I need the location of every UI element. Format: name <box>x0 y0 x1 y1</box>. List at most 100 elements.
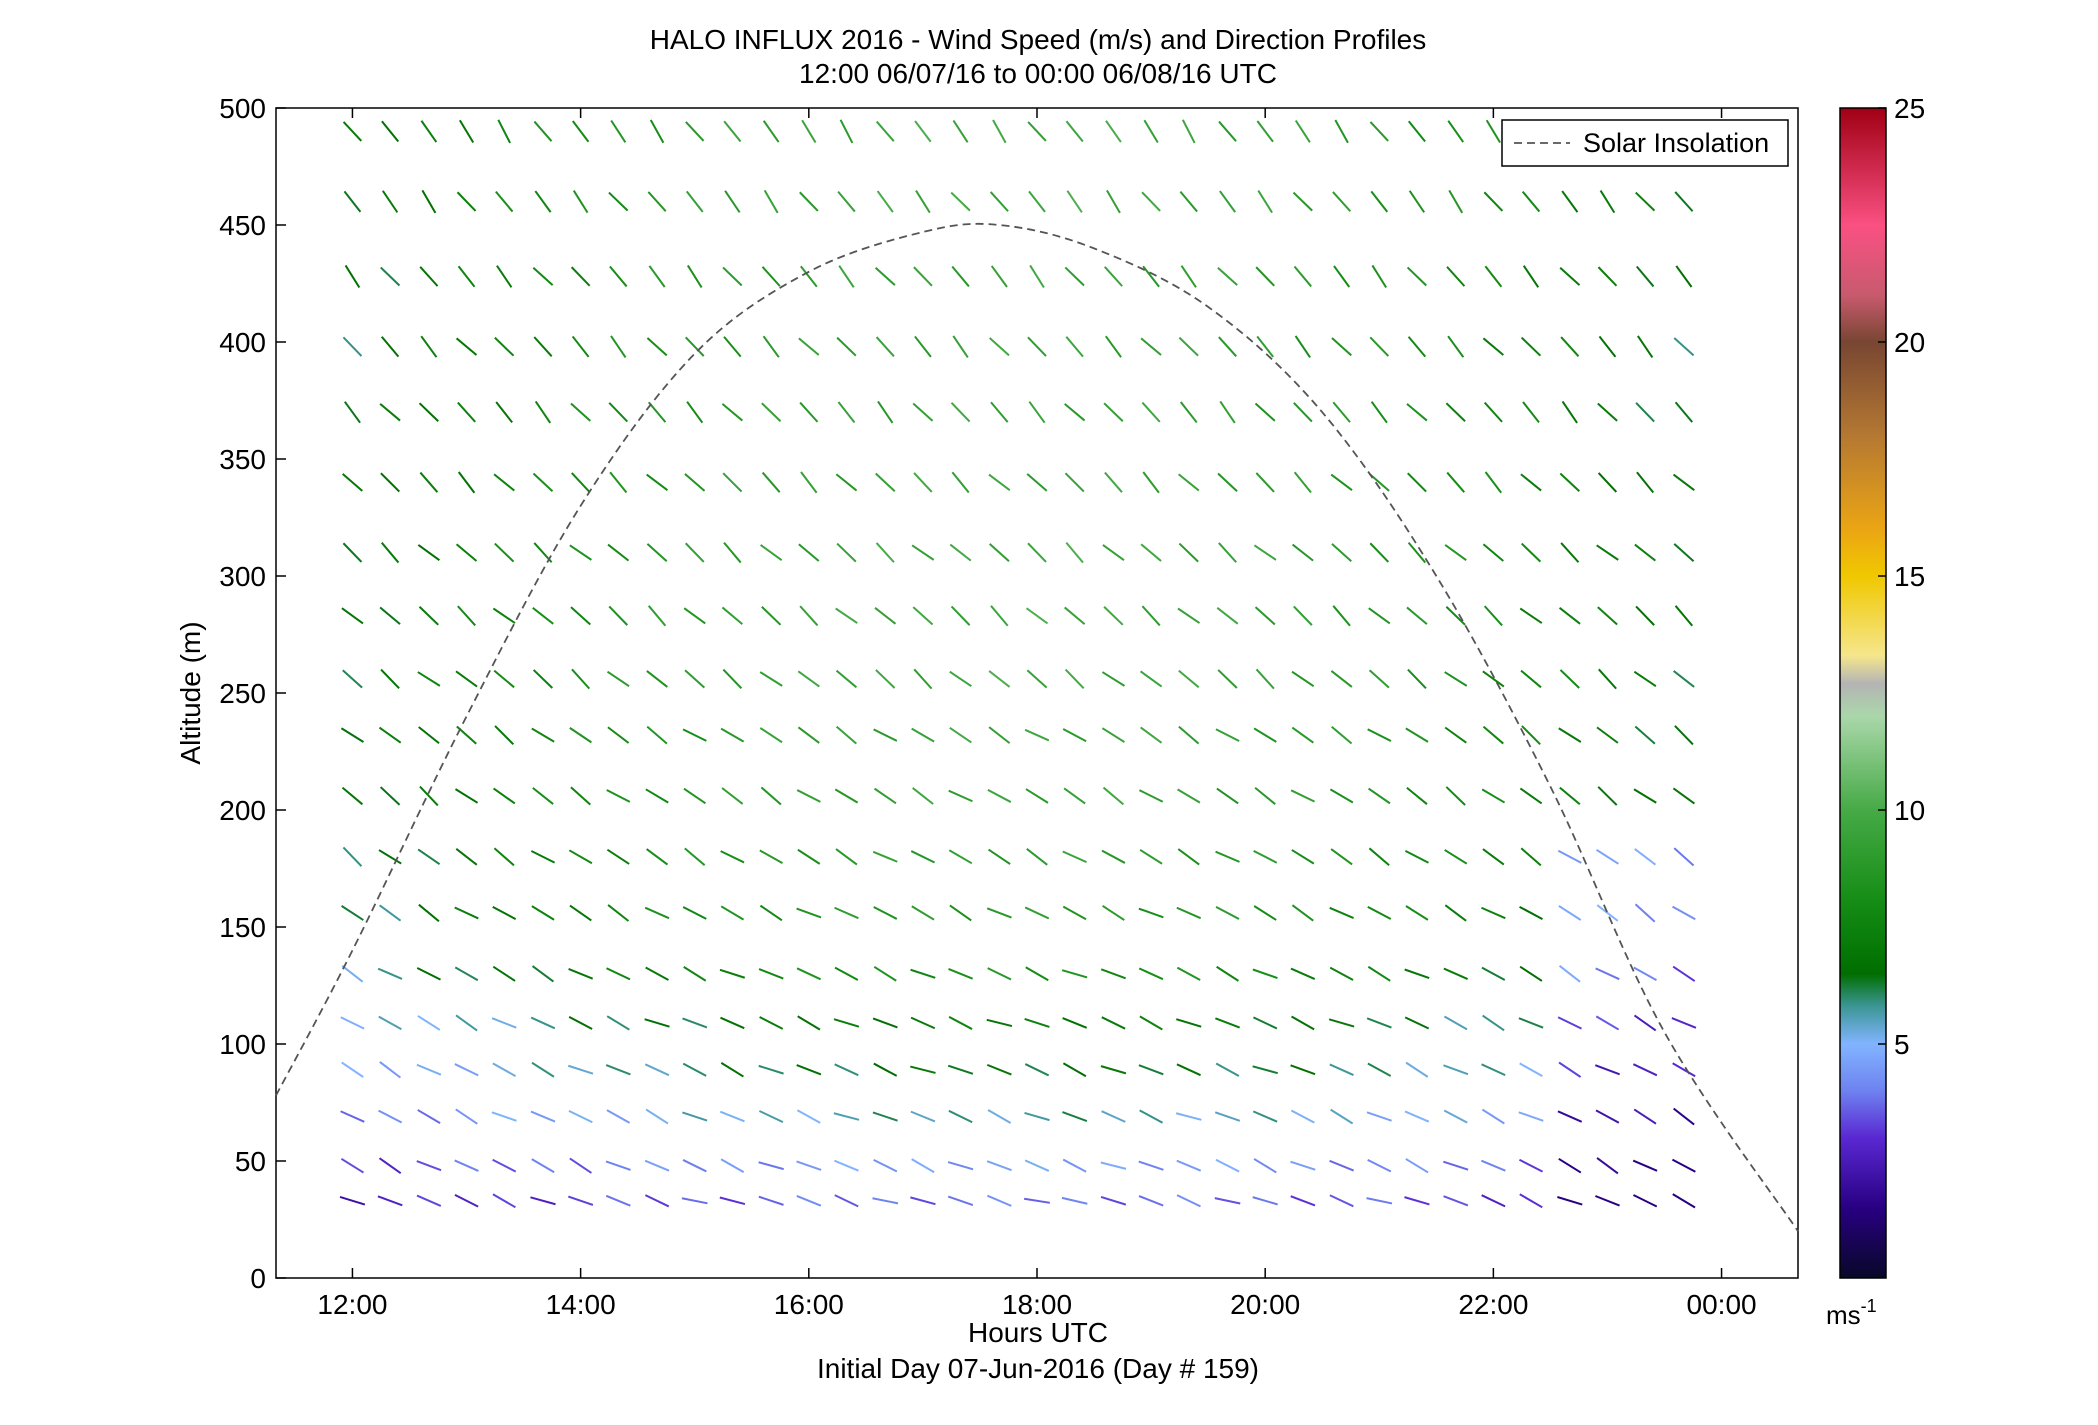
wind-barb <box>1595 1109 1620 1124</box>
wind-barb <box>1596 544 1619 561</box>
wind-barb <box>491 1111 517 1122</box>
colorbar-unit-label: ms-1 <box>1826 1296 1877 1330</box>
wind-barb <box>455 1014 478 1032</box>
wind-barb <box>910 850 936 864</box>
wind-barb <box>1520 669 1542 689</box>
wind-barb <box>568 1195 594 1206</box>
wind-barb <box>797 848 821 865</box>
wind-barb <box>1598 335 1617 358</box>
wind-barb <box>1635 605 1655 626</box>
wind-barb <box>605 1194 631 1207</box>
wind-barb <box>646 543 668 563</box>
wind-barb <box>721 606 743 625</box>
wind-barb <box>1333 265 1351 288</box>
x-axis-ticks: 12:00 14:00 16:00 18:00 20:00 22:00 00:00 <box>317 108 1757 1320</box>
wind-barb <box>1254 786 1276 805</box>
wind-barb <box>645 788 669 804</box>
wind-barb <box>417 1109 441 1125</box>
wind-barb <box>609 471 628 494</box>
wind-barb <box>379 1061 402 1079</box>
wind-barb <box>1105 120 1122 143</box>
wind-barb <box>1290 1195 1316 1207</box>
wind-barb <box>1443 967 1469 980</box>
wind-barb <box>1444 849 1468 865</box>
x-tick-label: 18:00 <box>1002 1289 1072 1320</box>
wind-barb <box>1407 336 1427 358</box>
wind-barb <box>1445 786 1466 806</box>
wind-barb <box>381 120 400 143</box>
wind-barb <box>1404 1016 1430 1030</box>
wind-barb <box>495 401 513 424</box>
wind-barb <box>1673 1107 1695 1126</box>
wind-barb <box>1024 1017 1050 1028</box>
wind-barb <box>838 265 855 288</box>
wind-barb <box>493 669 515 689</box>
wind-barb <box>1520 847 1542 867</box>
wind-barb <box>454 906 479 920</box>
wind-barb <box>1596 904 1619 922</box>
wind-barb <box>1219 190 1236 213</box>
wind-barb <box>341 1061 364 1078</box>
wind-barb <box>1484 265 1503 288</box>
wind-barb <box>872 850 898 863</box>
wind-barb <box>948 967 973 980</box>
wind-barb <box>1216 606 1239 625</box>
wind-barb <box>1408 190 1426 213</box>
wind-barb <box>839 119 854 144</box>
wind-barb <box>1293 265 1312 288</box>
wind-barb <box>1293 471 1312 494</box>
wind-barb <box>1407 472 1427 493</box>
wind-barb <box>1180 265 1197 288</box>
wind-barb <box>648 265 666 288</box>
wind-barb <box>1672 1193 1696 1209</box>
wind-barb <box>1064 403 1086 422</box>
wind-barb <box>1444 544 1467 562</box>
wind-barb <box>534 400 552 424</box>
wind-barb <box>1024 1111 1050 1122</box>
wind-barb <box>1672 965 1696 982</box>
wind-barb <box>494 336 515 357</box>
wind-barb <box>454 788 479 804</box>
wind-barb <box>340 727 364 743</box>
wind-barb <box>1139 789 1164 803</box>
colorbar-tick-label: 10 <box>1894 795 1925 826</box>
wind-barb <box>1253 1158 1277 1174</box>
wind-barb <box>1485 119 1501 144</box>
wind-barb <box>1329 966 1354 981</box>
wind-barb <box>1595 1195 1620 1207</box>
wind-barb <box>683 607 706 625</box>
wind-barb <box>1522 265 1540 288</box>
wind-barb <box>1634 725 1656 745</box>
wind-barb <box>799 605 819 627</box>
wind-barb <box>1252 968 1278 980</box>
wind-barb <box>1176 966 1201 981</box>
wind-barb <box>1218 120 1237 142</box>
wind-barb <box>1253 849 1278 864</box>
wind-barb <box>911 1158 935 1174</box>
wind-barb <box>1138 1064 1164 1076</box>
y-tick-label: 200 <box>219 795 266 826</box>
wind-barb <box>493 473 515 492</box>
wind-barb <box>1176 1018 1202 1028</box>
wind-barb <box>1596 726 1619 744</box>
wind-barb <box>952 335 969 359</box>
wind-barb <box>419 266 439 287</box>
wind-barb <box>1632 1159 1658 1172</box>
wind-barb <box>1370 190 1389 213</box>
wind-barb <box>381 190 399 213</box>
wind-barb <box>1635 265 1655 288</box>
wind-barb <box>380 668 400 690</box>
wind-barb <box>1559 786 1581 806</box>
wind-barb <box>1293 605 1313 626</box>
wind-barb <box>1290 1064 1316 1076</box>
wind-barb <box>1257 190 1273 214</box>
wind-barb <box>1138 907 1164 919</box>
wind-barb <box>1291 1015 1315 1031</box>
wind-barb <box>1102 544 1125 562</box>
wind-barb <box>1215 905 1240 920</box>
wind-barb <box>1290 967 1316 980</box>
wind-barb <box>1106 189 1121 214</box>
colorbar: 5 10 15 20 25 ms-1 <box>1826 93 1925 1330</box>
wind-barb <box>1368 669 1390 689</box>
wind-barb <box>1367 728 1392 742</box>
